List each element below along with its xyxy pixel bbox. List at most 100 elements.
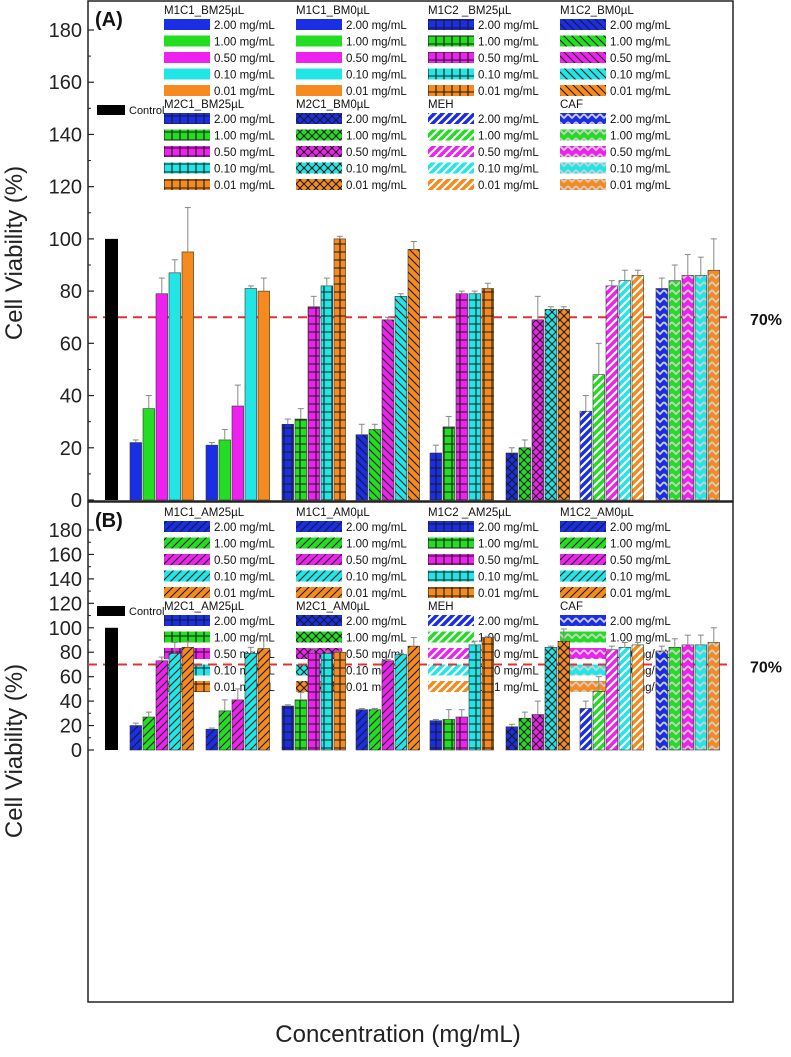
bar [244, 288, 257, 501]
legend-swatch [428, 537, 474, 549]
bar [557, 309, 570, 501]
bar [142, 408, 155, 501]
bar [320, 653, 333, 751]
legend-swatch [428, 570, 474, 582]
legend-entry: 2.00 mg/mL [610, 616, 671, 628]
legend-swatch [560, 664, 606, 676]
legend-entry: 0.50 mg/mL [346, 53, 407, 65]
bar [655, 650, 668, 751]
legend-entry: 0.01 mg/mL [478, 180, 539, 192]
legend-entry: 2.00 mg/mL [214, 20, 275, 32]
legend-swatch [164, 129, 210, 141]
bar [429, 452, 442, 501]
bar [429, 720, 442, 751]
plot-frame [87, 501, 734, 1003]
legend-entry: 0.10 mg/mL [214, 70, 275, 82]
legend-entry: 0.50 mg/mL [478, 147, 539, 159]
bar [129, 442, 142, 501]
legend-entry: 1.00 mg/mL [214, 633, 275, 645]
legend-swatch [560, 615, 606, 626]
legend-entry: 1.00 mg/mL [478, 131, 539, 143]
bar [668, 647, 681, 751]
legend-entry: 0.01 mg/mL [610, 588, 671, 600]
legend-entry: 0.10 mg/mL [346, 572, 407, 584]
y-tick-label: 0 [71, 490, 82, 512]
bar [205, 728, 218, 751]
legend-entry: 2.00 mg/mL [346, 114, 407, 126]
bar [142, 716, 155, 751]
legend-swatch [296, 521, 342, 532]
legend-entry: 0.50 mg/mL [214, 53, 275, 65]
panel-label: (A) [95, 9, 123, 31]
bar [333, 238, 346, 501]
legend-swatch [560, 648, 606, 659]
legend-swatch [296, 179, 342, 190]
legend-title: M1C1_AM0µL [296, 507, 370, 519]
legend-swatch [428, 648, 474, 659]
legend-swatch [296, 68, 342, 80]
legend-swatch [560, 146, 606, 157]
legend-block: M1C1_AM0µL 2.00 mg/mL 1.00 mg/mL 0.50 mg/mL… [296, 507, 407, 600]
legend-entry: 2.00 mg/mL [610, 114, 671, 126]
legend-swatch [560, 537, 606, 549]
legend-entry: 1.00 mg/mL [346, 539, 407, 551]
bar [231, 699, 244, 751]
bar [355, 434, 368, 501]
legend-swatch [296, 19, 342, 30]
panel-label: (B) [95, 510, 123, 532]
legend-title: M1C1_BM25µL [164, 5, 245, 17]
legend-title: MEH [428, 99, 454, 111]
legend-entry: 0.10 mg/mL [478, 164, 539, 176]
legend-swatch [560, 52, 606, 63]
legend-entry: 0.01 mg/mL [610, 180, 671, 192]
legend-swatch [428, 85, 474, 96]
y-tick-label: 0 [71, 740, 82, 762]
y-tick-label: 20 [60, 438, 82, 460]
legend-entry: 1.00 mg/mL [478, 539, 539, 551]
bar [333, 651, 346, 751]
legend-entry: 0.10 mg/mL [610, 70, 671, 82]
legend-entry: 2.00 mg/mL [214, 114, 275, 126]
y-tick-label: 160 [49, 72, 82, 94]
bar [455, 716, 468, 751]
legend-swatch [428, 19, 474, 30]
legend-swatch [428, 129, 474, 141]
legend-entry: 1.00 mg/mL [214, 539, 275, 551]
legend-block: M1C2_BM0µL 2.00 mg/mL 1.00 mg/mL 0.50 mg/mL… [560, 5, 671, 98]
legend-swatch [164, 146, 210, 157]
legend-entry: 0.10 mg/mL [214, 164, 275, 176]
legend-entry: 0.50 mg/mL [478, 53, 539, 65]
legend-title: M2C1_BM25µL [164, 99, 245, 111]
control-legend-label: Control [129, 606, 164, 618]
bar [531, 319, 544, 501]
legend-swatch [428, 554, 474, 565]
bar [468, 293, 481, 501]
y-tick-label: 20 [60, 716, 82, 738]
y-tick-label: 160 [49, 544, 82, 566]
y-tick-label: 40 [60, 386, 82, 408]
bar [205, 444, 218, 501]
legend-title: M1C2_BM0µL [560, 5, 634, 17]
legend-swatch [428, 35, 474, 47]
legend-block: M1C1_BM0µL 2.00 mg/mL 1.00 mg/mL 0.50 mg/mL… [296, 5, 407, 98]
legend-swatch [164, 587, 210, 598]
legend-swatch [560, 85, 606, 96]
legend-entry: 2.00 mg/mL [610, 20, 671, 32]
bar [168, 653, 181, 751]
bar [707, 642, 720, 751]
legend-entry: 0.50 mg/mL [478, 555, 539, 567]
legend-swatch [428, 162, 474, 174]
legend-block: CAF 2.00 mg/mL 1.00 mg/mL 0.50 mg/mL 0.10 mg… [560, 99, 671, 192]
bar [218, 710, 231, 751]
bar [257, 648, 270, 751]
bar [455, 293, 468, 501]
legend-entry: 0.50 mg/mL [610, 147, 671, 159]
legend-entry: 2.00 mg/mL [346, 20, 407, 32]
bar [681, 644, 694, 751]
legend-entry: 1.00 mg/mL [610, 131, 671, 143]
legend-swatch [428, 68, 474, 80]
bar [320, 285, 333, 501]
legend-title: M1C1_BM0µL [296, 5, 370, 17]
